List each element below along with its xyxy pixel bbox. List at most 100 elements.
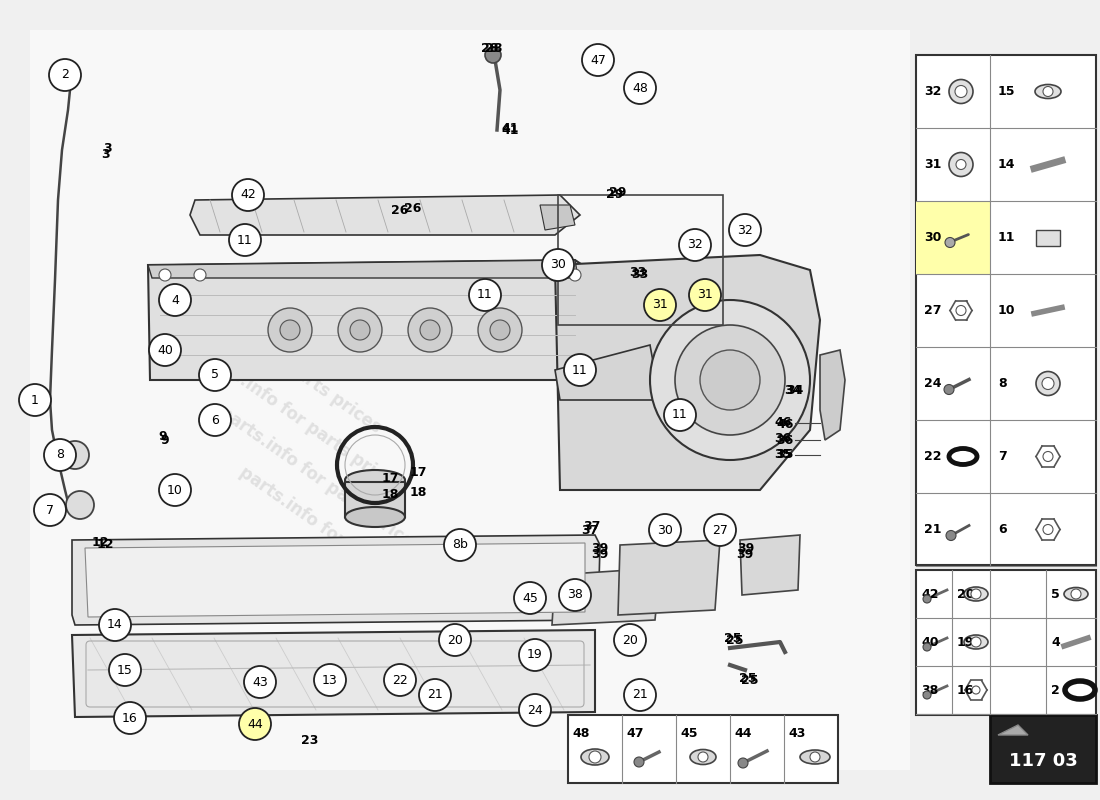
Text: 18: 18	[409, 486, 427, 499]
Text: 2: 2	[62, 69, 69, 82]
Circle shape	[923, 643, 931, 651]
Circle shape	[624, 72, 656, 104]
Circle shape	[469, 279, 500, 311]
Circle shape	[478, 308, 522, 352]
Text: 14: 14	[998, 158, 1015, 171]
Circle shape	[44, 439, 76, 471]
Text: 41: 41	[502, 122, 519, 134]
Text: parts.info for parts prices: parts.info for parts prices	[216, 403, 425, 557]
Text: 13: 13	[322, 674, 338, 686]
Circle shape	[675, 325, 785, 435]
Circle shape	[350, 320, 370, 340]
Circle shape	[419, 679, 451, 711]
Text: 117 03: 117 03	[1009, 752, 1077, 770]
Text: 23: 23	[301, 734, 319, 746]
Circle shape	[971, 637, 981, 647]
Text: 27: 27	[924, 304, 942, 317]
Text: 34: 34	[786, 383, 804, 397]
Text: 24: 24	[527, 703, 543, 717]
Text: 20: 20	[623, 634, 638, 646]
Text: 16: 16	[122, 711, 138, 725]
Polygon shape	[740, 535, 800, 595]
Circle shape	[194, 269, 206, 281]
Circle shape	[160, 269, 170, 281]
Bar	[558, 195, 723, 325]
Polygon shape	[556, 345, 660, 400]
Text: 26: 26	[405, 202, 421, 214]
Ellipse shape	[964, 635, 988, 649]
Circle shape	[664, 399, 696, 431]
Ellipse shape	[345, 507, 405, 527]
Text: 37: 37	[581, 523, 598, 537]
Text: 19: 19	[957, 635, 975, 649]
Text: 20: 20	[957, 587, 975, 601]
Text: 28: 28	[482, 42, 498, 54]
Bar	[916, 55, 1096, 565]
Text: 47: 47	[626, 727, 644, 740]
Text: 47: 47	[590, 54, 606, 66]
Text: 31: 31	[697, 289, 713, 302]
Text: 33: 33	[631, 269, 649, 282]
Circle shape	[624, 679, 656, 711]
Text: 31: 31	[652, 298, 668, 311]
Text: 17: 17	[382, 471, 398, 485]
Text: 12: 12	[91, 537, 109, 550]
Text: 8b: 8b	[452, 538, 468, 551]
Circle shape	[582, 44, 614, 76]
Text: 25: 25	[741, 674, 759, 686]
Polygon shape	[820, 350, 845, 440]
Text: 48: 48	[572, 727, 590, 740]
Circle shape	[199, 404, 231, 436]
Text: 15: 15	[998, 85, 1015, 98]
Text: 4: 4	[172, 294, 179, 306]
Circle shape	[1071, 589, 1081, 599]
Text: 39: 39	[737, 542, 755, 554]
Circle shape	[148, 334, 182, 366]
Circle shape	[420, 320, 440, 340]
Circle shape	[700, 350, 760, 410]
Circle shape	[971, 589, 981, 599]
Circle shape	[490, 320, 510, 340]
Circle shape	[519, 694, 551, 726]
Circle shape	[1043, 525, 1053, 534]
Text: parts.info for parts prices: parts.info for parts prices	[196, 343, 404, 497]
Text: 25: 25	[739, 671, 757, 685]
Text: 30: 30	[550, 258, 565, 271]
Circle shape	[50, 59, 81, 91]
Text: 12: 12	[97, 538, 113, 551]
Circle shape	[649, 514, 681, 546]
Text: 35: 35	[777, 449, 794, 462]
Text: 11: 11	[477, 289, 493, 302]
Circle shape	[559, 579, 591, 611]
Ellipse shape	[581, 749, 609, 765]
Text: 6: 6	[211, 414, 219, 426]
Circle shape	[19, 384, 51, 416]
Circle shape	[314, 664, 346, 696]
Polygon shape	[190, 195, 580, 235]
Circle shape	[244, 666, 276, 698]
Text: 25: 25	[724, 631, 741, 645]
Polygon shape	[618, 540, 720, 615]
Text: parts.info for parts prices: parts.info for parts prices	[176, 283, 384, 437]
Circle shape	[444, 529, 476, 561]
Circle shape	[439, 624, 471, 656]
Circle shape	[698, 752, 708, 762]
Text: 35: 35	[774, 449, 792, 462]
Text: 3: 3	[103, 142, 112, 154]
Text: 5: 5	[1050, 587, 1059, 601]
Text: 42: 42	[921, 587, 938, 601]
Polygon shape	[556, 255, 820, 490]
Circle shape	[99, 609, 131, 641]
Circle shape	[956, 159, 966, 170]
Text: 11: 11	[672, 409, 688, 422]
Text: 17: 17	[409, 466, 427, 478]
Polygon shape	[72, 630, 595, 717]
Text: 32: 32	[688, 238, 703, 251]
Text: 39: 39	[592, 549, 608, 562]
Circle shape	[569, 269, 581, 281]
Circle shape	[945, 238, 955, 247]
Circle shape	[338, 308, 382, 352]
Circle shape	[109, 654, 141, 686]
Circle shape	[280, 320, 300, 340]
Circle shape	[923, 691, 931, 699]
